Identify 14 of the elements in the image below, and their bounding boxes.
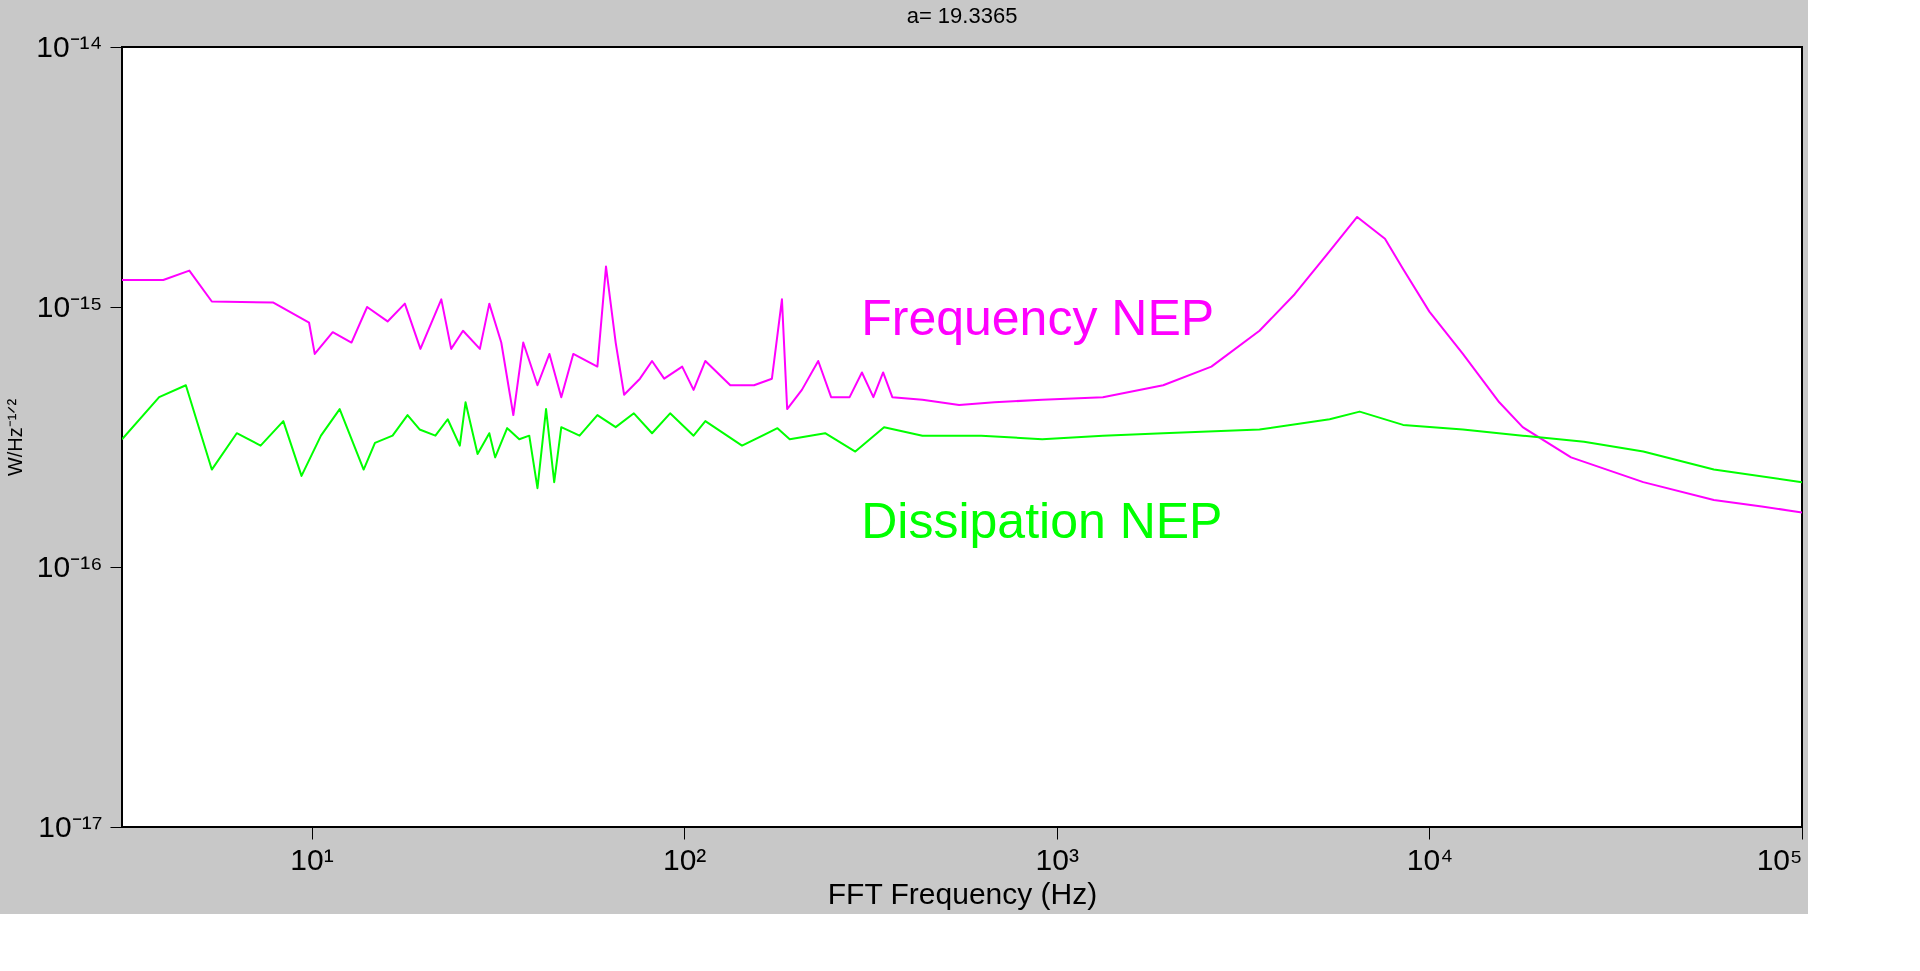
x-tick-label: 10¹ bbox=[290, 842, 334, 876]
y-axis-title: W/Hz⁻¹ᐟ² bbox=[4, 398, 27, 477]
chart-title: a= 19.3365 bbox=[906, 3, 1018, 28]
x-tick-label: 10⁵ bbox=[1756, 842, 1803, 876]
y-tick-label: 10⁻¹⁶ bbox=[36, 549, 103, 583]
x-tick-label: 10² bbox=[662, 842, 707, 876]
x-tick-label: 10⁴ bbox=[1406, 842, 1454, 876]
series-label: Dissipation NEP bbox=[861, 492, 1223, 549]
y-tick-label: 10⁻¹⁴ bbox=[36, 29, 103, 63]
y-tick-label: 10⁻¹⁷ bbox=[38, 809, 103, 843]
y-tick-label: 10⁻¹⁵ bbox=[36, 289, 103, 323]
series-label: Frequency NEP bbox=[861, 290, 1215, 346]
x-axis-title: FFT Frequency (Hz) bbox=[827, 876, 1098, 910]
x-tick-label: 10³ bbox=[1035, 842, 1079, 876]
